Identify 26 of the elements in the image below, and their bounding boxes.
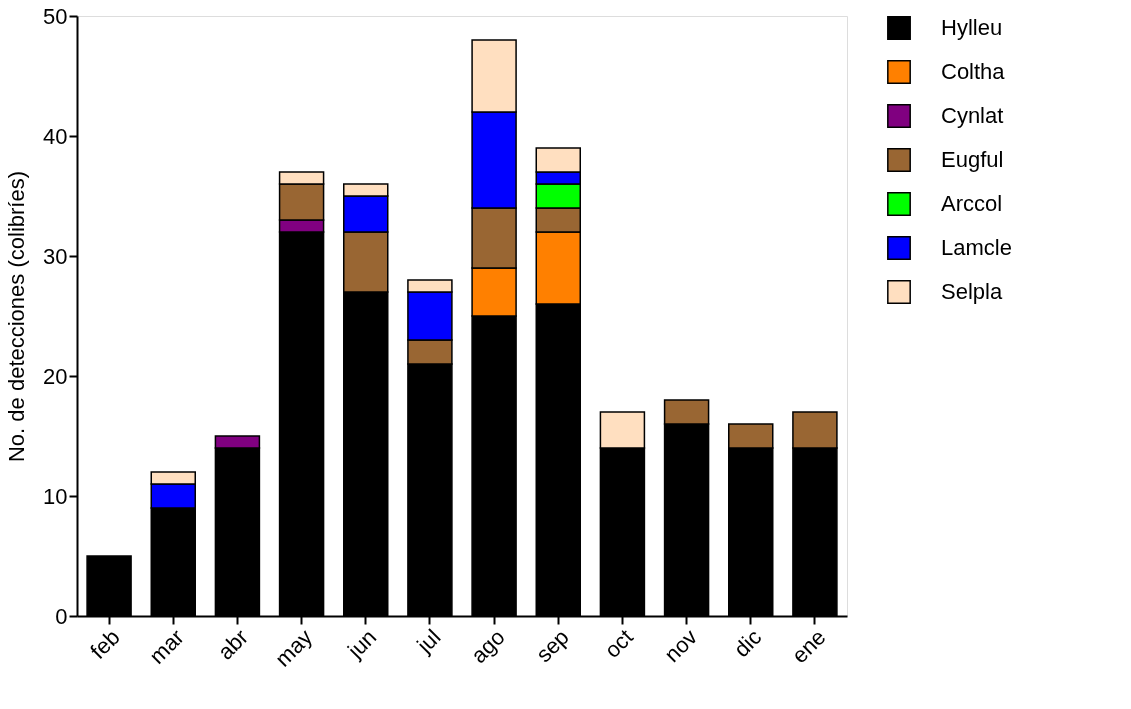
y-tick-label: 10 — [43, 483, 68, 509]
x-tick-label: jun — [342, 624, 382, 664]
legend-label: Eugful — [941, 147, 1004, 172]
legend-label: Arccol — [941, 191, 1003, 216]
x-tick-label: jul — [411, 624, 446, 659]
legend-label: Lamcle — [941, 235, 1012, 260]
y-tick-label: 50 — [43, 3, 68, 29]
legend-label: Hylleu — [941, 15, 1003, 40]
x-tick-label: mar — [144, 624, 189, 669]
y-tick-label: 0 — [55, 603, 68, 629]
x-tick-label: sep — [531, 624, 574, 668]
legend-label: Coltha — [941, 59, 1006, 84]
x-tick-label: ene — [786, 624, 831, 669]
x-tick-label: abr — [212, 624, 253, 665]
legend-label: Cynlat — [941, 103, 1004, 128]
y-axis-title: No. de detecciones (colibríes) — [4, 170, 30, 463]
x-tick-label: feb — [85, 624, 125, 664]
y-tick-label: 40 — [43, 123, 68, 149]
legend-label: Selpla — [941, 279, 1003, 304]
x-tick-label: oct — [599, 624, 638, 663]
x-tick-label: nov — [659, 624, 703, 668]
x-tick-label: dic — [728, 624, 767, 662]
x-tick-label: may — [270, 624, 318, 672]
y-tick-label: 30 — [43, 243, 68, 269]
x-tick-label: ago — [466, 624, 510, 669]
y-tick-label: 20 — [43, 363, 68, 389]
